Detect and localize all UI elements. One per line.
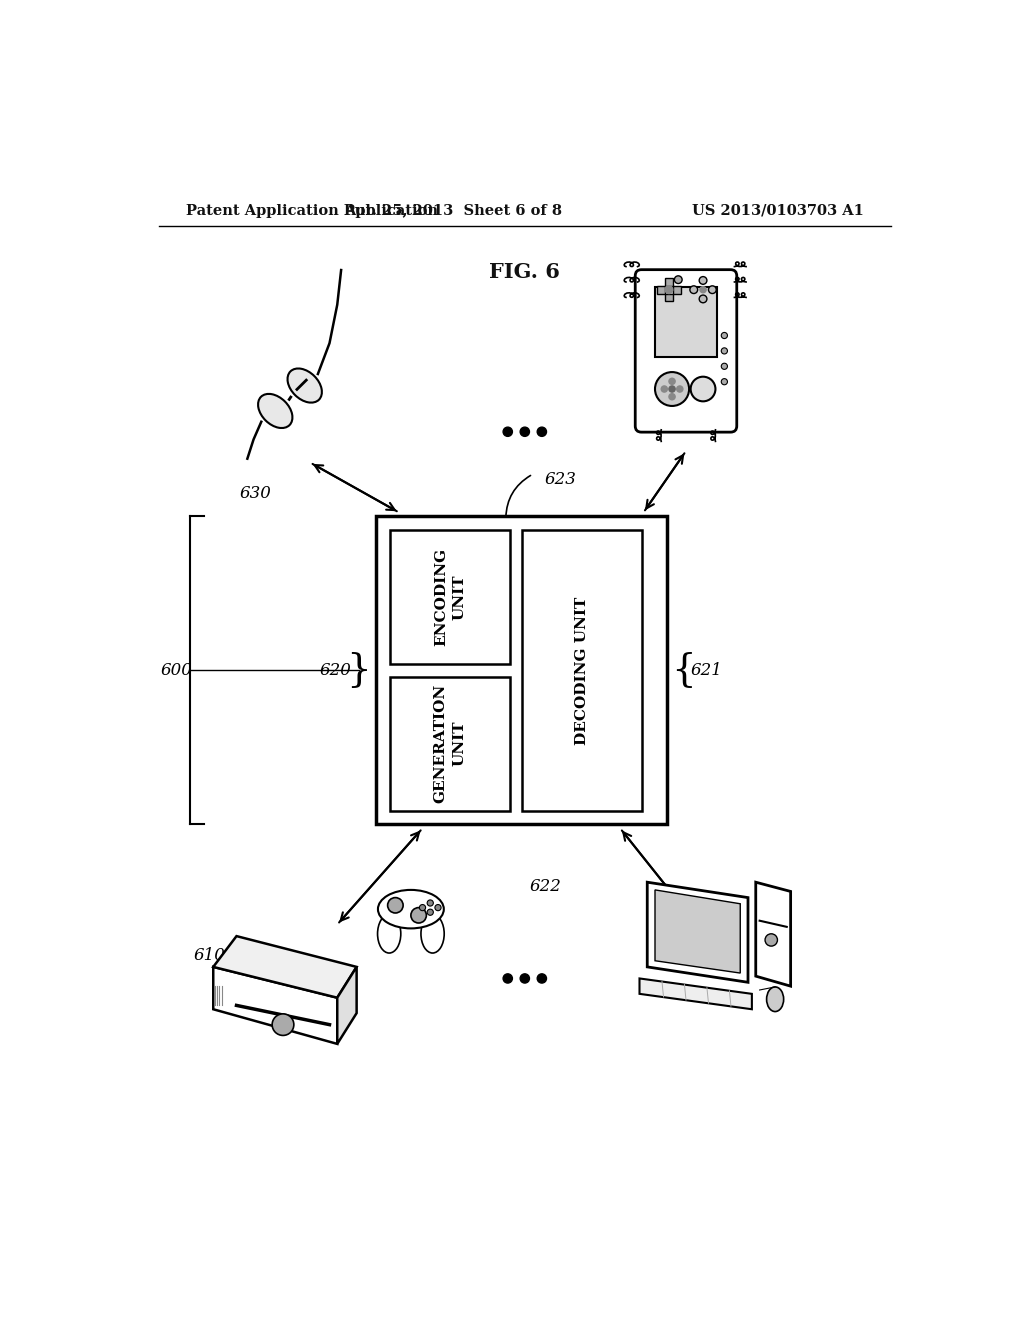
Ellipse shape [378,890,443,928]
Circle shape [427,909,433,915]
Circle shape [538,428,547,437]
Polygon shape [640,978,752,1010]
Circle shape [655,372,689,407]
Ellipse shape [421,915,444,953]
Text: US 2013/0103703 A1: US 2013/0103703 A1 [692,203,864,218]
Circle shape [520,428,529,437]
Circle shape [669,385,675,392]
Circle shape [669,379,675,384]
Polygon shape [756,882,791,986]
Circle shape [721,363,727,370]
Circle shape [538,974,547,983]
Circle shape [699,277,707,284]
Circle shape [721,333,727,339]
Bar [657,286,665,293]
Ellipse shape [378,915,400,953]
Ellipse shape [767,987,783,1011]
Circle shape [699,296,707,302]
Circle shape [388,898,403,913]
Text: 630: 630 [240,484,271,502]
Circle shape [765,933,777,946]
Circle shape [420,904,426,911]
Circle shape [662,385,668,392]
Circle shape [665,286,673,293]
Circle shape [677,385,683,392]
Ellipse shape [258,393,293,428]
FancyBboxPatch shape [635,269,736,432]
Text: GENERATION
UNIT: GENERATION UNIT [434,684,466,804]
Polygon shape [647,882,748,982]
Circle shape [503,428,512,437]
Bar [655,288,717,356]
Circle shape [675,276,682,284]
Text: 610: 610 [194,946,225,964]
Text: }: } [346,652,372,689]
Circle shape [503,974,512,983]
Bar [390,677,510,810]
Bar [390,531,510,664]
Text: 621: 621 [691,661,723,678]
Bar [673,286,681,293]
Polygon shape [655,890,740,973]
Circle shape [411,908,426,923]
Circle shape [520,974,529,983]
Text: 600: 600 [160,661,191,678]
Bar [665,279,673,286]
Text: Apr. 25, 2013  Sheet 6 of 8: Apr. 25, 2013 Sheet 6 of 8 [344,203,562,218]
Circle shape [690,286,697,293]
Circle shape [709,286,716,293]
Circle shape [435,904,441,911]
Text: 622: 622 [529,878,561,895]
Circle shape [700,286,707,293]
Polygon shape [337,966,356,1044]
Circle shape [690,376,716,401]
Ellipse shape [288,368,322,403]
Text: ENCODING
UNIT: ENCODING UNIT [434,548,466,647]
Polygon shape [213,936,356,998]
Text: 623: 623 [545,471,577,488]
Text: 620: 620 [319,661,351,678]
Circle shape [272,1014,294,1035]
Text: Patent Application Publication: Patent Application Publication [186,203,438,218]
Circle shape [427,900,433,906]
Text: FIG. 6: FIG. 6 [489,263,560,282]
Text: {: { [672,652,696,689]
Bar [376,516,667,825]
Bar [521,531,642,810]
Polygon shape [213,966,337,1044]
Circle shape [669,393,675,400]
Text: DECODING UNIT: DECODING UNIT [574,597,589,744]
Bar [665,293,673,301]
Circle shape [721,379,727,385]
Circle shape [721,348,727,354]
